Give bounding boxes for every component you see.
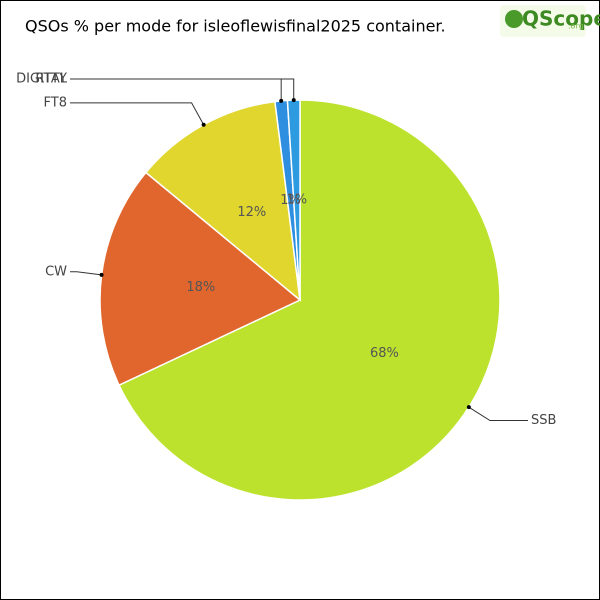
leader-dot [466,405,471,410]
leader-line [468,406,528,422]
logo-text: QScope [522,7,600,31]
logo-suffix: .org [568,22,584,31]
slice-percent: 12% [237,205,266,220]
slice-percent: 1% [280,193,301,208]
leader-dot [291,98,296,103]
leader-line [70,102,205,125]
slice-label: SSB [531,413,556,428]
leader-dot [99,272,104,277]
slice-percent: 18% [186,280,215,295]
slice-percent: 1% [287,193,308,208]
slice-label: DIGITAL [16,72,68,87]
logo-icon [505,10,523,28]
logo-bg [500,5,586,37]
leader-dot [201,122,206,127]
leader-line [70,271,102,276]
logo: QScope .org [500,5,600,37]
slice-percent: 68% [370,346,399,361]
leader-dot [279,98,284,103]
chart-title: QSOs % per mode for isleoflewisfinal2025… [25,17,446,36]
slice-label: FT8 [44,95,67,110]
leader-line [70,78,295,101]
slice-label: RTTY [35,72,67,87]
slice-label: CW [45,264,67,279]
